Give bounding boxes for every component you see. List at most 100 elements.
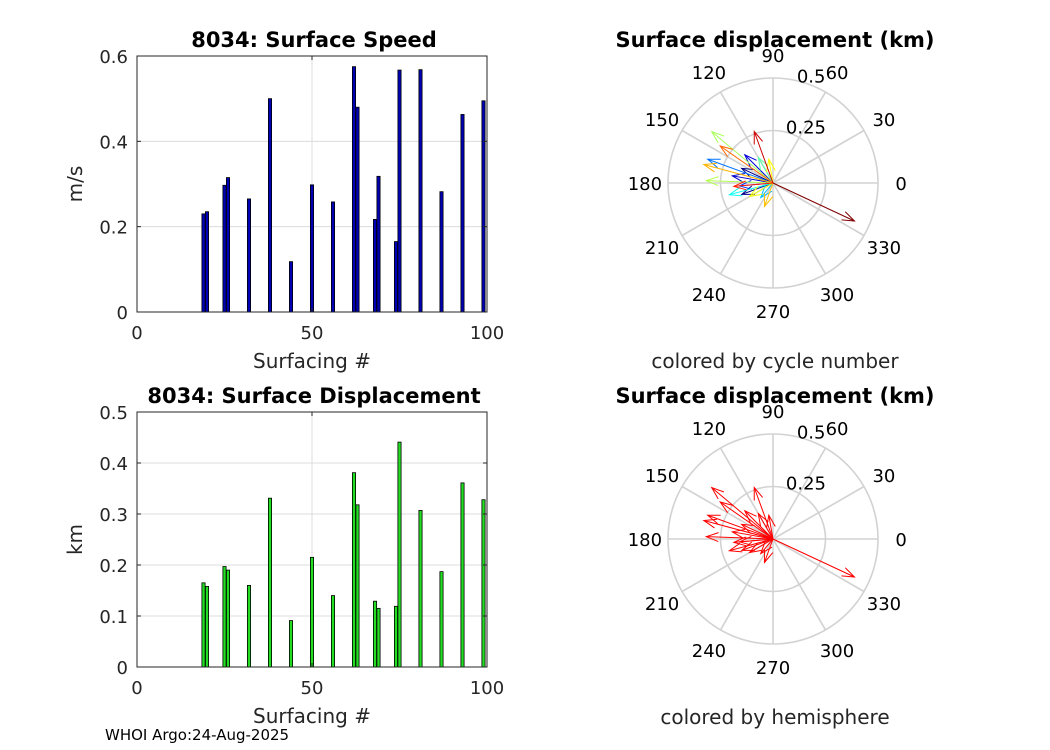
bar [352, 473, 355, 667]
angle-label: 240 [692, 641, 726, 662]
chart-caption: colored by hemisphere [660, 705, 889, 729]
y-tick-label: 0 [117, 303, 128, 324]
bar [377, 176, 380, 312]
bar [223, 185, 226, 312]
bar [352, 67, 355, 312]
bar [247, 585, 250, 667]
displacement-arrow [720, 502, 773, 539]
angle-label: 300 [820, 285, 854, 306]
angle-label: 270 [756, 658, 790, 679]
bar [373, 219, 376, 312]
bar [205, 586, 208, 667]
y-tick-label: 0.2 [99, 218, 128, 239]
chart-title: Surface displacement (km) [615, 384, 934, 408]
bar [419, 70, 422, 312]
angle-label: 180 [628, 174, 662, 195]
bar [289, 621, 292, 667]
bar [331, 202, 334, 312]
bar [268, 99, 271, 312]
chart-title: 8034: Surface Displacement [147, 384, 480, 408]
bar [440, 572, 443, 667]
x-tick-label: 50 [301, 323, 324, 344]
angle-label: 210 [645, 594, 679, 615]
bar [356, 107, 359, 312]
x-axis-label: Surfacing # [253, 349, 371, 373]
speed-bar-chart: 0 50 10000.20.40.68034: Surface SpeedSurfa… [63, 28, 504, 373]
bar [247, 199, 250, 312]
polar-spoke [773, 183, 864, 236]
angle-label: 60 [826, 419, 849, 440]
y-tick-label: 0.6 [99, 47, 128, 68]
arrow-shaft [708, 515, 773, 539]
angle-label: 180 [628, 530, 662, 551]
bar [202, 583, 205, 667]
radial-tick-label: 0.25 [786, 474, 826, 495]
bar [226, 570, 229, 667]
y-tick-label: 0.5 [99, 403, 128, 424]
polar-spoke [721, 539, 774, 630]
bar [289, 262, 292, 312]
y-tick-label: 0.4 [99, 132, 128, 153]
polar-cycle-chart: 0 30 60 90 120 150 180 210 240 270 300 330 0.25 0.5 Su… [615, 28, 934, 373]
bar [461, 483, 464, 667]
bar [394, 242, 397, 312]
polar-spoke [773, 539, 826, 630]
bar [331, 596, 334, 667]
angle-label: 150 [645, 110, 679, 131]
y-axis-label: km [63, 524, 87, 555]
bar [310, 185, 313, 312]
angle-label: 240 [692, 285, 726, 306]
arrow-shaft [720, 502, 773, 539]
bar [205, 212, 208, 312]
angle-label: 120 [692, 63, 726, 84]
polar-spoke [773, 183, 826, 274]
arrow-shaft [708, 159, 773, 183]
displacement-bar-chart: 0 50 10000.10.20.30.40.58034: Surface Disp… [63, 384, 504, 728]
x-tick-label: 0 [131, 678, 142, 699]
radial-tick-label: 0.5 [797, 422, 826, 443]
polar-spoke [721, 183, 774, 274]
angle-label: 270 [756, 302, 790, 323]
angle-label: 150 [645, 466, 679, 487]
displacement-arrow [720, 146, 773, 183]
bar [356, 505, 359, 667]
angle-label: 300 [820, 641, 854, 662]
y-tick-label: 0.4 [99, 454, 128, 475]
bar [419, 510, 422, 667]
bar [440, 192, 443, 312]
angle-label: 210 [645, 238, 679, 259]
y-tick-label: 0.2 [99, 556, 128, 577]
bar [223, 567, 226, 667]
polar-spoke [773, 539, 864, 592]
y-tick-label: 0.3 [99, 505, 128, 526]
angle-label: 0 [895, 174, 906, 195]
angle-label: 0 [895, 530, 906, 551]
bar [398, 442, 401, 667]
angle-label: 330 [867, 238, 901, 259]
bar [482, 500, 485, 667]
displacement-arrow [708, 159, 773, 183]
angle-label: 30 [872, 110, 895, 131]
polar-hemisphere-chart: 0 30 60 90 120 150 180 210 240 270 300 330 0.25 0.5 Su… [615, 384, 934, 729]
bar [461, 114, 464, 312]
bar [373, 601, 376, 667]
polar-spoke [682, 131, 773, 184]
x-tick-label: 100 [470, 678, 504, 699]
bar [394, 606, 397, 667]
chart-caption: colored by cycle number [651, 349, 899, 373]
chart-title: 8034: Surface Speed [191, 28, 437, 52]
bar [398, 70, 401, 312]
figure: 0 50 100 0 0.2 0.4 0.6 8034: Surface Speed Surfa… [0, 0, 1050, 750]
angle-label: 120 [692, 419, 726, 440]
angle-label: 30 [872, 466, 895, 487]
y-tick-label: 0.1 [99, 607, 128, 628]
y-axis-label: m/s [63, 166, 87, 203]
x-tick-label: 100 [470, 323, 504, 344]
displacement-arrow [708, 515, 773, 539]
footer-text: WHOI Argo:24-Aug-2025 [105, 726, 289, 744]
bar [202, 214, 205, 312]
radial-tick-label: 0.5 [797, 66, 826, 87]
angle-label: 330 [867, 594, 901, 615]
polar-spoke [682, 487, 773, 540]
radial-tick-label: 0.25 [786, 118, 826, 139]
